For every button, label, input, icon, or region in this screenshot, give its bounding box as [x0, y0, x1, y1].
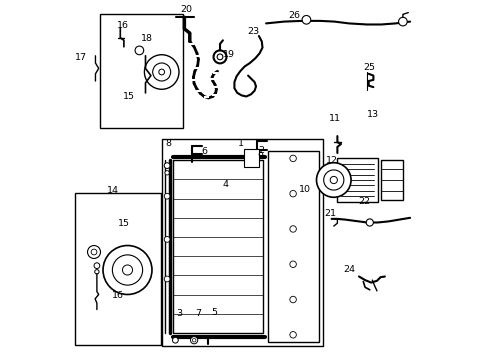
Circle shape: [366, 219, 373, 226]
Text: 8: 8: [165, 139, 171, 148]
Circle shape: [398, 17, 407, 26]
Text: 3: 3: [176, 309, 182, 318]
Circle shape: [95, 270, 99, 274]
Text: 2: 2: [258, 146, 264, 155]
Text: 4: 4: [223, 180, 228, 189]
Circle shape: [91, 249, 97, 255]
Circle shape: [94, 263, 100, 269]
Text: 18: 18: [140, 34, 152, 43]
Text: 20: 20: [180, 4, 192, 13]
Text: 11: 11: [328, 113, 341, 122]
Text: 15: 15: [122, 92, 134, 101]
Text: 7: 7: [195, 310, 201, 319]
Text: 13: 13: [366, 110, 379, 119]
Bar: [267, 151, 318, 342]
Circle shape: [122, 265, 132, 275]
Circle shape: [164, 276, 170, 282]
Bar: [101, 14, 182, 128]
Text: 10: 10: [298, 184, 310, 194]
Circle shape: [302, 15, 310, 24]
Circle shape: [190, 337, 197, 344]
Circle shape: [172, 337, 178, 343]
Text: 15: 15: [118, 219, 130, 228]
Circle shape: [192, 338, 196, 342]
Text: 16: 16: [117, 22, 128, 31]
Circle shape: [323, 170, 343, 190]
Text: 22: 22: [357, 197, 369, 206]
Circle shape: [217, 54, 223, 60]
Bar: [380, 160, 402, 200]
Circle shape: [289, 226, 296, 232]
Circle shape: [159, 69, 164, 75]
Text: 14: 14: [107, 186, 119, 195]
Text: 24: 24: [342, 265, 354, 274]
Text: 5: 5: [210, 308, 217, 317]
Text: 19: 19: [223, 50, 235, 59]
Circle shape: [164, 237, 170, 242]
Bar: [75, 193, 161, 345]
Circle shape: [329, 176, 337, 184]
Circle shape: [135, 46, 143, 55]
Text: 12: 12: [325, 156, 337, 165]
Circle shape: [87, 246, 101, 258]
Circle shape: [112, 255, 142, 285]
Bar: [162, 139, 322, 346]
Circle shape: [164, 171, 169, 175]
Circle shape: [213, 50, 226, 63]
Circle shape: [164, 193, 170, 199]
Text: 21: 21: [324, 208, 335, 217]
Text: 17: 17: [75, 53, 87, 62]
Text: 26: 26: [287, 10, 300, 19]
Circle shape: [144, 55, 179, 89]
Circle shape: [289, 261, 296, 267]
Text: 1: 1: [238, 139, 244, 148]
Text: 16: 16: [112, 291, 123, 300]
Circle shape: [164, 163, 170, 168]
Circle shape: [103, 246, 152, 294]
Circle shape: [289, 332, 296, 338]
Circle shape: [289, 296, 296, 303]
Text: 9: 9: [257, 152, 263, 161]
Bar: [244, 149, 258, 167]
Bar: [337, 158, 377, 202]
Circle shape: [289, 155, 296, 162]
Circle shape: [289, 190, 296, 197]
Text: 25: 25: [363, 63, 375, 72]
Circle shape: [316, 163, 350, 197]
Text: 23: 23: [247, 27, 259, 36]
Text: 6: 6: [201, 147, 207, 156]
Circle shape: [152, 63, 170, 81]
